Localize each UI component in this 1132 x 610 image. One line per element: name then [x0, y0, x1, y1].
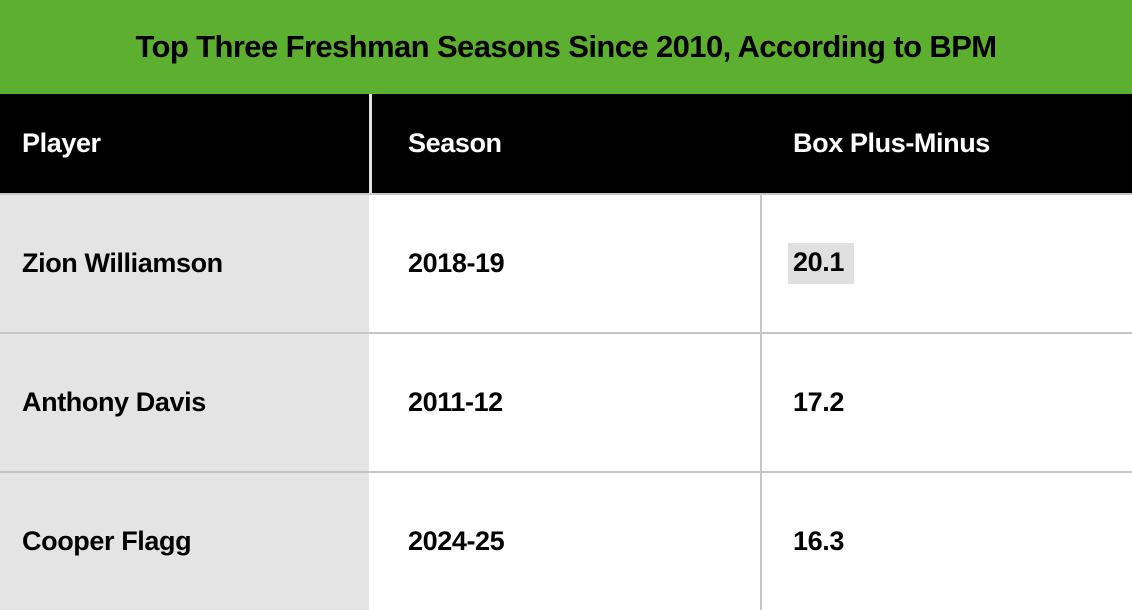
bpm-value-highlighted: 20.1: [788, 243, 854, 284]
season-cell: 2024-25: [408, 526, 505, 556]
column-header-season: Season: [408, 128, 502, 158]
bpm-cell: 17.2: [760, 334, 1132, 471]
bpm-value: 16.3: [793, 526, 844, 556]
title-bar: Top Three Freshman Seasons Since 2010, A…: [0, 0, 1132, 94]
column-header-box-plus-minus: Box Plus-Minus: [793, 128, 990, 158]
bpm-cell: 16.3: [760, 473, 1132, 610]
player-cell: Anthony Davis: [0, 334, 372, 471]
page-title: Top Three Freshman Seasons Since 2010, A…: [135, 29, 997, 64]
column-header-player: Player: [0, 94, 372, 193]
table-header-row: Player Season Box Plus-Minus: [0, 94, 1132, 193]
table-row: Cooper Flagg 2024-25 16.3: [0, 471, 1132, 610]
player-cell: Cooper Flagg: [0, 473, 372, 610]
bpm-cell: 20.1: [760, 195, 1132, 332]
table-row: Zion Williamson 2018-19 20.1: [0, 193, 1132, 332]
bpm-value: 17.2: [793, 387, 844, 417]
season-cell: 2011-12: [408, 387, 503, 417]
data-table: Player Season Box Plus-Minus Zion Willia…: [0, 94, 1132, 610]
season-cell: 2018-19: [408, 248, 505, 278]
player-cell: Zion Williamson: [0, 195, 372, 332]
table-row: Anthony Davis 2011-12 17.2: [0, 332, 1132, 471]
